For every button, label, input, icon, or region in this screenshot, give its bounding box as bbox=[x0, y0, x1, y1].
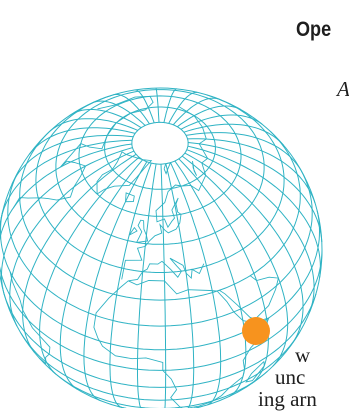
coastline-greenland bbox=[96, 151, 153, 195]
meridian-line bbox=[170, 162, 222, 406]
meridian-line bbox=[176, 105, 241, 128]
coastline-britain bbox=[136, 219, 149, 243]
body-text-fragment: ing arn bbox=[258, 387, 317, 411]
coastline-madagascar bbox=[245, 361, 265, 383]
meridian-line bbox=[0, 147, 133, 294]
coastlines bbox=[9, 95, 279, 408]
location-marker bbox=[242, 317, 270, 345]
coastline-mediterranean bbox=[128, 257, 205, 282]
meridian-line bbox=[135, 89, 155, 123]
meridian-line bbox=[183, 123, 284, 146]
coastline-europe bbox=[121, 175, 207, 280]
parallel-line bbox=[52, 370, 268, 408]
parallel-line bbox=[131, 121, 189, 165]
coastline-iceland bbox=[125, 192, 135, 203]
meridian-line bbox=[155, 87, 160, 123]
parallel-line bbox=[78, 95, 242, 217]
coastline-arabia bbox=[219, 275, 279, 320]
meridian-line bbox=[59, 159, 144, 390]
meridian-line bbox=[178, 158, 269, 384]
parallel-line bbox=[35, 94, 285, 273]
meridian-line bbox=[184, 152, 304, 344]
coastline-south-america bbox=[9, 271, 51, 365]
coastline-arctic-islands bbox=[163, 161, 172, 175]
coastline-africa bbox=[93, 280, 270, 408]
coastline-asia-north bbox=[178, 106, 209, 176]
meridian-line bbox=[69, 109, 142, 129]
coastline-north-america bbox=[12, 95, 154, 209]
parallel-line bbox=[55, 89, 265, 245]
meridian-line bbox=[187, 138, 316, 204]
meridian-line bbox=[186, 149, 315, 313]
parallel-line bbox=[19, 131, 301, 301]
meridian-line bbox=[188, 142, 323, 243]
heading-text: Ope bbox=[296, 18, 332, 41]
meridian-line bbox=[11, 134, 134, 185]
body-text-fragment: w bbox=[295, 343, 311, 367]
meridian-line bbox=[9, 150, 135, 327]
meridian-line bbox=[109, 162, 152, 408]
meridian-line bbox=[49, 118, 138, 132]
graticule-lines bbox=[0, 87, 323, 408]
meridian-line bbox=[83, 161, 148, 401]
coastline-ireland bbox=[128, 226, 138, 236]
meridian-line bbox=[163, 88, 177, 123]
body-text-fragment: A bbox=[337, 77, 349, 101]
parallel-line bbox=[0, 210, 321, 351]
parallel-line bbox=[20, 332, 300, 401]
meridian-line bbox=[165, 163, 195, 408]
meridian-line bbox=[168, 91, 198, 124]
meridian-line bbox=[137, 163, 157, 408]
parallel-line bbox=[7, 170, 313, 327]
coastline-novaya-zemlya bbox=[192, 161, 198, 176]
meridian-line bbox=[28, 127, 136, 155]
body-text-fragment: unc bbox=[275, 365, 306, 389]
parallel-line bbox=[3, 293, 317, 388]
meridian-line bbox=[174, 160, 247, 397]
parallel-line bbox=[0, 249, 323, 371]
meridian-line bbox=[39, 156, 140, 375]
meridian-line bbox=[187, 145, 321, 279]
